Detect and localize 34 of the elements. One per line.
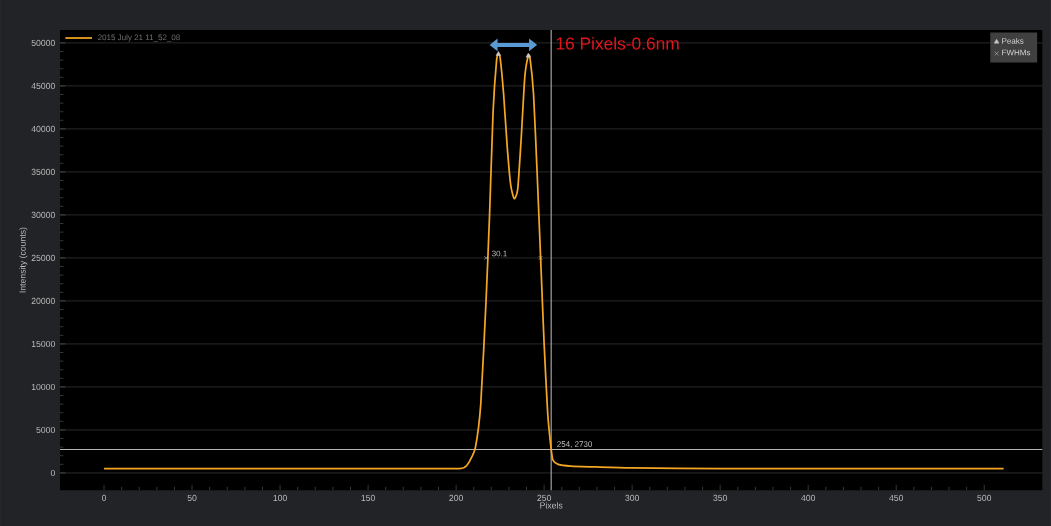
x-axis-title: Pixels bbox=[540, 502, 563, 509]
x-tick-label: 450 bbox=[889, 494, 904, 501]
x-tick-label: 200 bbox=[449, 494, 463, 501]
point bbox=[495, 51, 501, 56]
annotation: 254, 2730 bbox=[557, 441, 593, 448]
x-tick-label: 500 bbox=[977, 494, 992, 501]
y-tick-label: 30000 bbox=[31, 211, 55, 218]
y-tick-label: 0 bbox=[50, 469, 55, 476]
x-tick-label: 0 bbox=[101, 494, 107, 501]
legend-label: FWHMs bbox=[1002, 49, 1031, 56]
y-tick-label: 45000 bbox=[31, 82, 55, 89]
annotation: 30.1 bbox=[491, 250, 507, 257]
y-tick-label: 35000 bbox=[31, 168, 55, 175]
y-tick-label: 40000 bbox=[31, 125, 55, 132]
annotation: 16 Pixels-0.6nm bbox=[556, 36, 679, 50]
x-tick-label: 250 bbox=[537, 494, 552, 501]
x-tick-label: 50 bbox=[187, 494, 197, 501]
y-tick-label: 15000 bbox=[31, 340, 55, 347]
point bbox=[525, 52, 531, 58]
x-tick-label: 400 bbox=[801, 494, 816, 501]
x-tick-label: 100 bbox=[273, 494, 287, 501]
y-tick-label: 50000 bbox=[31, 39, 55, 46]
y-tick-label: 5000 bbox=[36, 426, 55, 433]
x-tick-label: 350 bbox=[713, 494, 728, 501]
y-tick-label: 25000 bbox=[31, 254, 55, 261]
legend-label: 2015 July 21 11_52_08 bbox=[98, 34, 180, 42]
x-tick-label: 150 bbox=[361, 494, 375, 501]
y-tick-label: 20000 bbox=[31, 297, 55, 304]
point bbox=[538, 255, 543, 261]
legend-label: Peaks bbox=[1002, 37, 1024, 44]
y-tick-label: 10000 bbox=[31, 383, 55, 390]
x-tick-label: 300 bbox=[625, 494, 640, 501]
y-axis-title: Intensity (counts) bbox=[19, 227, 28, 293]
point bbox=[483, 255, 489, 261]
